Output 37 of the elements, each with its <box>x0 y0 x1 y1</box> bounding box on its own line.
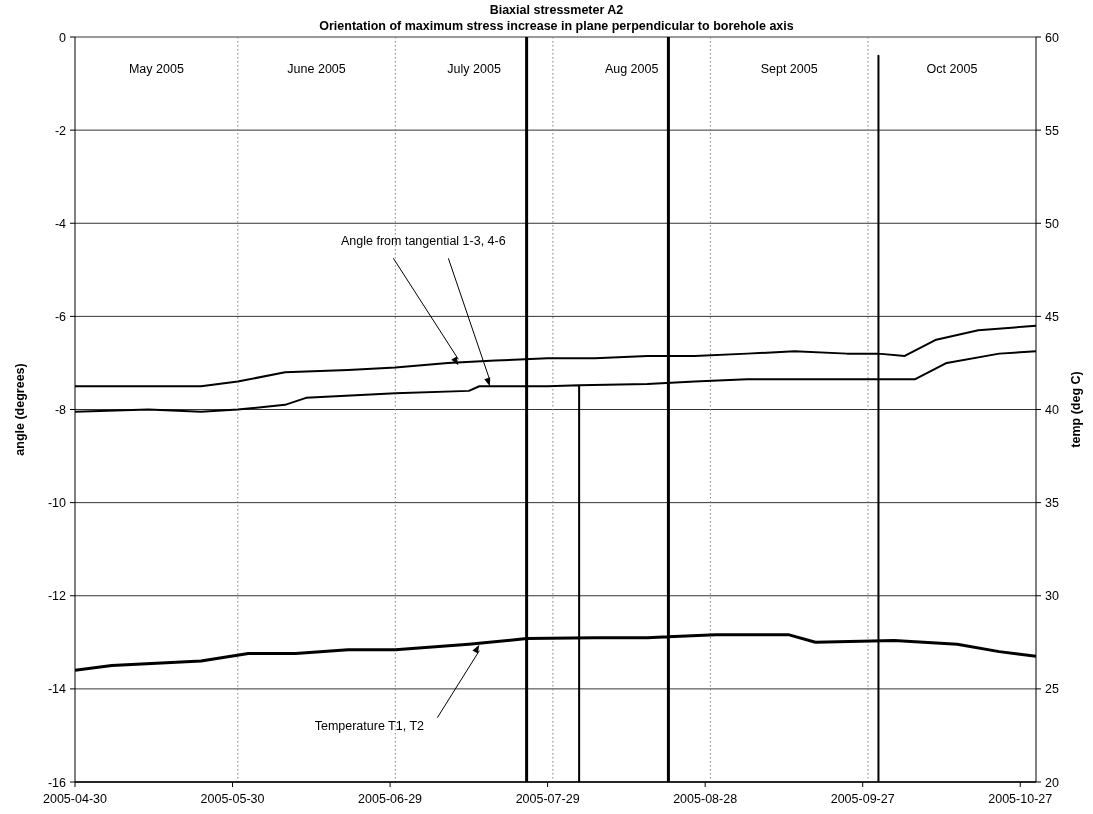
annotation: Angle from tangential 1-3, 4-6 <box>341 234 506 249</box>
x-tick-label: 2005-09-27 <box>830 792 895 806</box>
y2-tick-label: 50 <box>1045 216 1059 231</box>
annotation: June 2005 <box>287 62 346 76</box>
y2-tick-label: 60 <box>1045 30 1059 45</box>
y-tick-label: 0 <box>59 30 67 45</box>
annotation: Aug 2005 <box>604 62 659 76</box>
y-tick-label: -2 <box>54 123 67 138</box>
y-axis-title: angle (degrees) <box>13 363 27 456</box>
y2-tick-label: 45 <box>1045 309 1059 324</box>
y-tick-label: -10 <box>47 496 67 511</box>
y2-tick-label: 20 <box>1045 775 1059 790</box>
y-tick-label: -12 <box>47 589 67 604</box>
annotation: Temperature T1, T2 <box>314 718 425 733</box>
y-tick-label: -14 <box>47 682 67 697</box>
y2-tick-label: 25 <box>1045 682 1059 697</box>
x-tick-label: 2005-10-27 <box>988 792 1053 806</box>
annotation: July 2005 <box>447 62 501 76</box>
x-tick-label: 2005-06-29 <box>358 792 423 806</box>
y2-tick-label: 40 <box>1045 403 1059 417</box>
y2-axis-title: temp (deg C) <box>1069 371 1083 448</box>
annotation: Oct 2005 <box>926 62 978 76</box>
y-tick-label: -4 <box>54 216 67 231</box>
annotation: May 2005 <box>128 62 184 76</box>
y2-tick-label: 35 <box>1045 496 1059 511</box>
x-tick-label: 2005-08-28 <box>673 792 738 806</box>
chart-title: Biaxial stressmeter A2 <box>489 3 624 17</box>
y2-tick-label: 55 <box>1045 123 1059 138</box>
y2-tick-label: 30 <box>1045 589 1059 604</box>
x-tick-label: 2005-07-29 <box>515 792 580 806</box>
annotation: Sept 2005 <box>760 62 818 76</box>
x-tick-label: 2005-04-30 <box>43 792 108 806</box>
x-tick-label: 2005-05-30 <box>200 792 265 806</box>
y-tick-label: -6 <box>54 309 67 324</box>
y-tick-label: -8 <box>54 403 67 417</box>
chart-subtitle: Orientation of maximum stress increase in plane perpendicular to borehole axis <box>319 19 794 33</box>
y-tick-label: -16 <box>47 775 67 790</box>
